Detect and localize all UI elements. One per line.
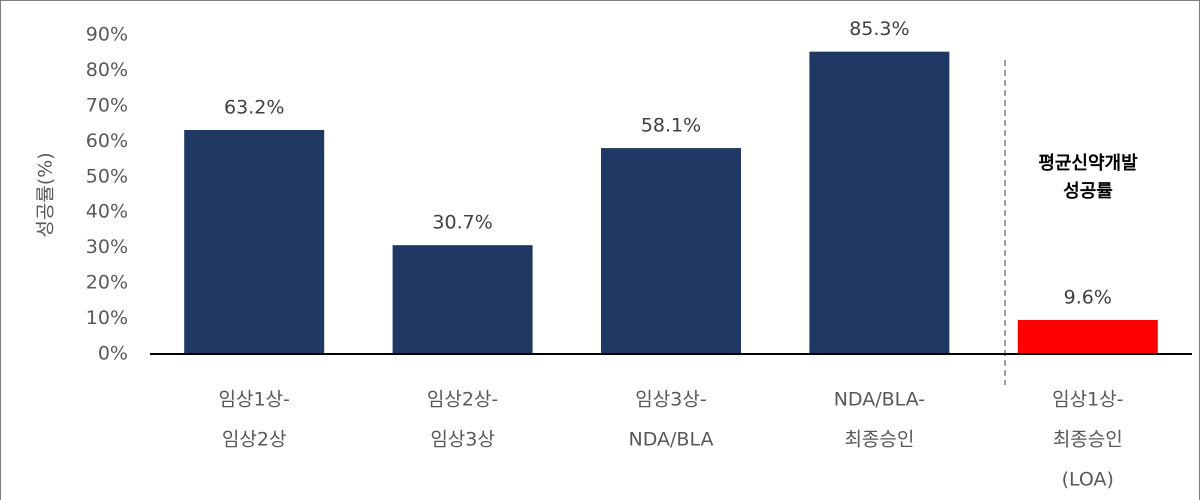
x-tick-label: NDA/BLA-	[834, 389, 925, 411]
y-tick-label: 30%	[86, 236, 128, 258]
bar	[601, 148, 741, 354]
bar	[1017, 319, 1158, 354]
annotation: 평균신약개발	[1038, 152, 1138, 174]
y-tick-label: 70%	[86, 94, 128, 116]
y-tick-label: 80%	[86, 59, 128, 81]
annotation: 성공률	[1063, 181, 1113, 202]
x-tick-label: 임상1상-	[219, 389, 290, 411]
y-tick-label: 60%	[86, 130, 128, 152]
value-label: 63.2%	[224, 96, 284, 118]
value-label: 85.3%	[849, 18, 909, 40]
value-label: 58.1%	[641, 115, 701, 137]
x-tick-label: 임상2상	[222, 429, 287, 451]
x-tick-label: 임상3상	[430, 429, 495, 451]
bar	[392, 245, 533, 354]
value-label: 30.7%	[432, 212, 492, 234]
y-tick-label: 50%	[86, 165, 128, 187]
bar	[184, 129, 325, 354]
x-tick-label: (LOA)	[1062, 469, 1114, 491]
x-tick-label: 임상2상-	[427, 389, 498, 411]
x-tick-label: 최종승인	[1053, 429, 1123, 451]
y-tick-label: 20%	[86, 272, 128, 294]
y-tick-label: 90%	[86, 24, 128, 46]
y-axis-label: 성공률(%)	[35, 152, 57, 237]
y-tick-label: 40%	[86, 201, 128, 223]
x-tick-label: 최종승인	[844, 429, 914, 451]
y-tick-label: 10%	[86, 307, 128, 329]
y-tick-label: 0%	[98, 343, 128, 365]
bar	[809, 51, 950, 355]
x-tick-label: 임상1상-	[1052, 389, 1123, 411]
value-label: 9.6%	[1064, 286, 1112, 308]
x-tick-label: 임상3상-	[635, 389, 706, 411]
x-tick-label: NDA/BLA	[629, 429, 714, 451]
